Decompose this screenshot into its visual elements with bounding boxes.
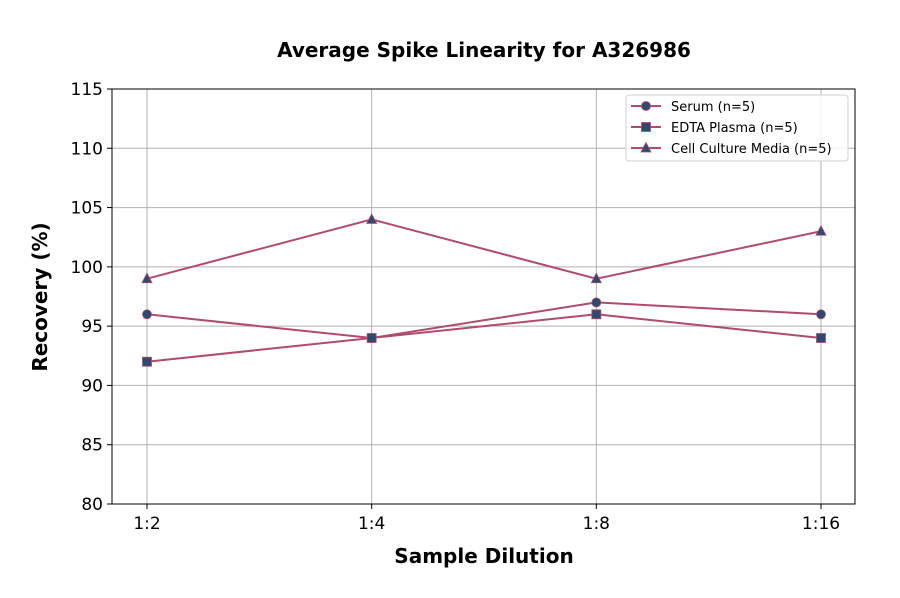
- data-point: [590, 272, 602, 284]
- legend-entry: Serum (n=5): [631, 100, 755, 115]
- data-point: [816, 309, 826, 320]
- series-circle: [142, 297, 826, 343]
- series-line: [146, 218, 822, 280]
- y-axis-label: Recovery (%): [28, 222, 52, 371]
- series-line: [146, 301, 822, 340]
- legend-label: Serum (n=5): [671, 100, 755, 115]
- x-axis-label: Sample Dilution: [394, 544, 573, 568]
- data-point: [815, 224, 827, 236]
- legend-label: EDTA Plasma (n=5): [671, 121, 798, 136]
- data-point: [142, 309, 152, 320]
- series-square: [142, 309, 826, 367]
- y-tick-label: 100: [71, 258, 103, 278]
- y-tick-label: 90: [81, 376, 103, 396]
- legend-entry: Cell Culture Media (n=5): [631, 141, 832, 157]
- chart-title: Average Spike Linearity for A326986: [277, 38, 691, 62]
- y-tick-label: 80: [81, 495, 103, 515]
- legend: Serum (n=5) EDTA Plasma (n=5) Cell Culture…: [625, 94, 849, 162]
- data-point: [142, 356, 152, 367]
- data-point: [816, 333, 826, 343]
- x-tick-label: 1:2: [133, 514, 160, 534]
- data-point: [141, 272, 153, 284]
- legend-label: Cell Culture Media (n=5): [671, 142, 832, 157]
- data-point: [591, 309, 602, 320]
- plot-frame: [111, 88, 856, 505]
- x-tick-label: 1:16: [802, 514, 840, 534]
- x-tick-label: 1:4: [358, 514, 385, 534]
- data-point: [366, 333, 377, 343]
- data-point: [366, 213, 378, 224]
- y-tick-label: 105: [71, 199, 103, 219]
- legend-box: [625, 94, 849, 162]
- y-tick-label: 110: [71, 139, 103, 159]
- series-group: [141, 213, 827, 367]
- legend-entry: EDTA Plasma (n=5): [631, 121, 798, 136]
- legend-marker-circle-icon: [641, 101, 651, 111]
- x-tick-label: 1:8: [583, 514, 610, 534]
- data-point: [591, 297, 602, 308]
- series-triangle: [141, 213, 827, 284]
- series-line: [146, 313, 822, 363]
- y-tick-label: 95: [81, 317, 103, 337]
- legend-marker-square-icon: [641, 122, 651, 132]
- y-tick-label: 115: [71, 80, 103, 100]
- legend-marker-triangle-icon: [640, 141, 652, 153]
- ticks: 80 85 90 95 100 105 110 115 1:2 1:4 1:8 1:16: [71, 80, 841, 534]
- y-tick-label: 85: [81, 436, 103, 456]
